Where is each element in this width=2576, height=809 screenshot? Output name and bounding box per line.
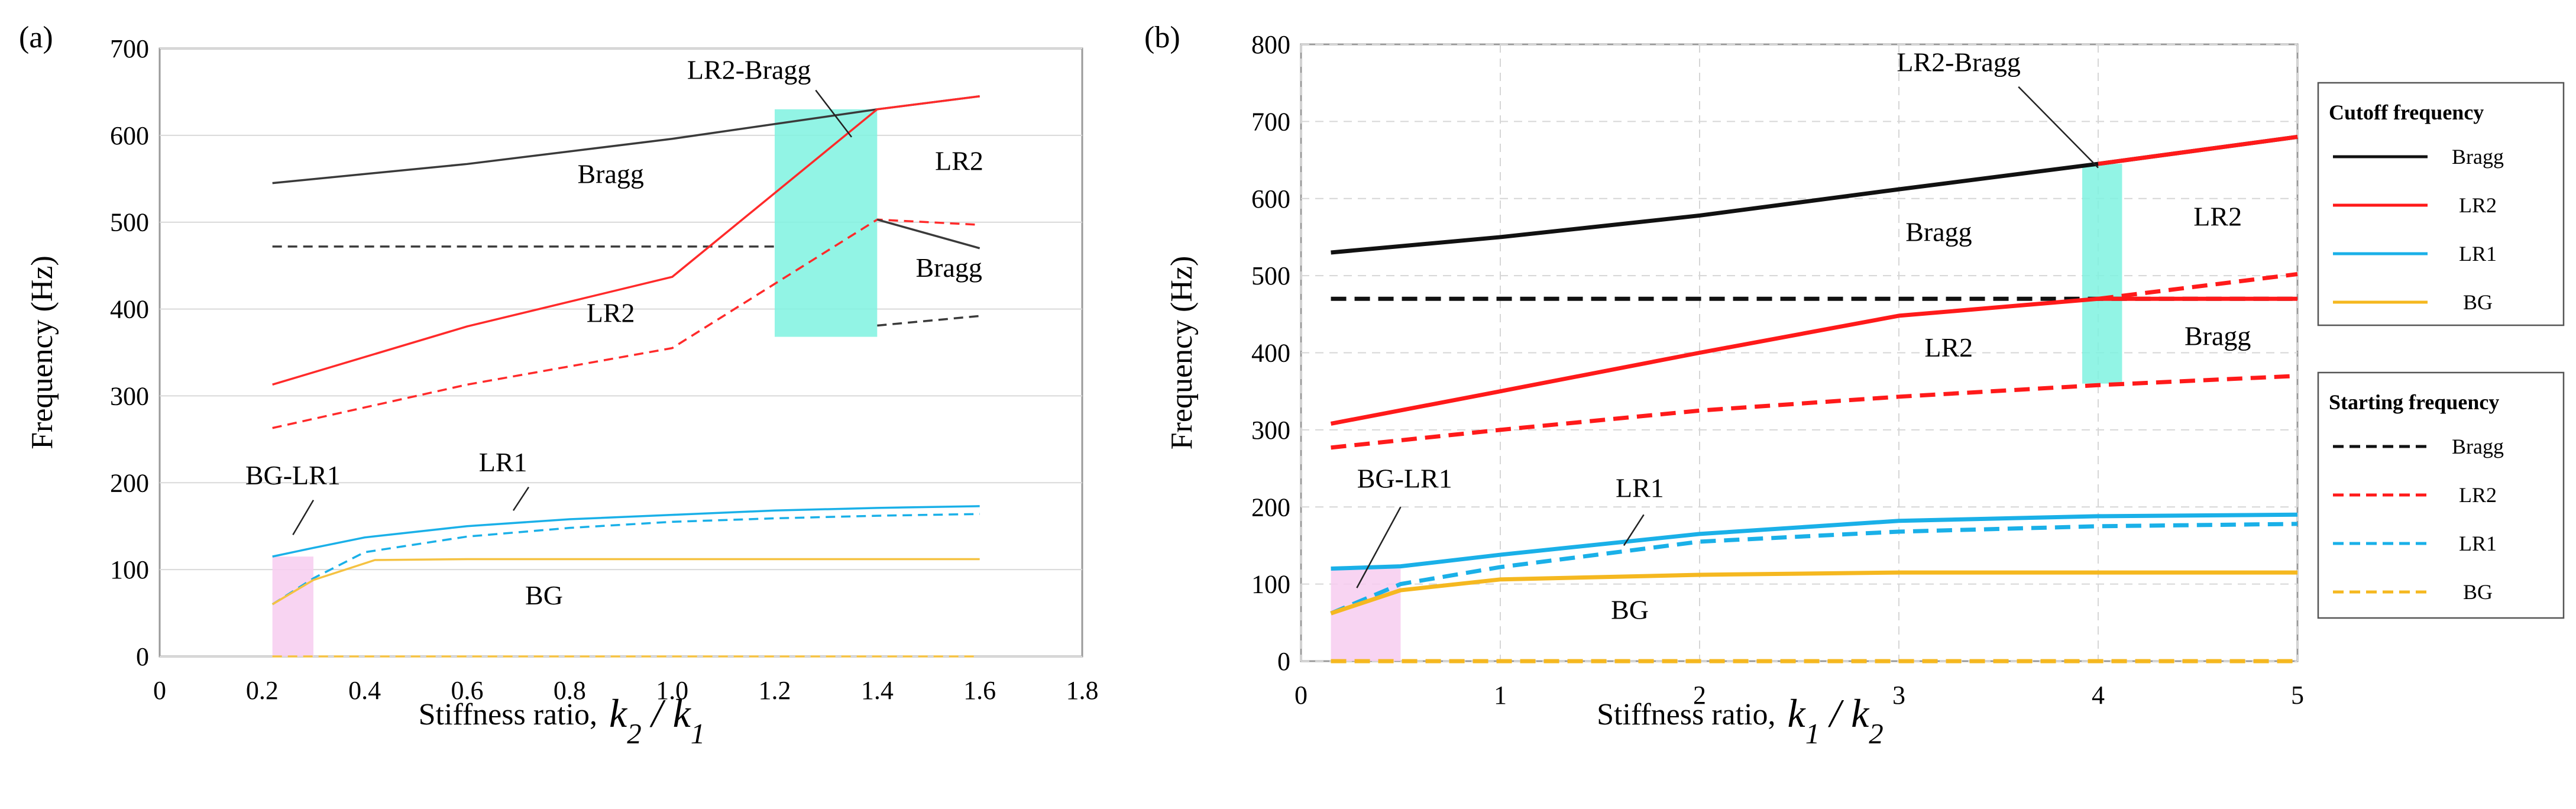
annotation-label: LR2 bbox=[587, 298, 635, 328]
annotation-label: LR2 bbox=[2193, 201, 2242, 231]
panel-label: (a) bbox=[19, 21, 53, 54]
x-tick-label: 0.4 bbox=[348, 676, 381, 705]
y-axis-title: Frequency (Hz) bbox=[25, 255, 59, 449]
series-line-bragg-cutoff bbox=[1331, 134, 2298, 255]
annotation-label: Bragg bbox=[2185, 321, 2251, 351]
legend-box: Starting frequency Bragg LR2 LR1 BG bbox=[2317, 371, 2565, 619]
callout-leader bbox=[2018, 86, 2099, 169]
shaded-region-lr2-bragg bbox=[2082, 164, 2122, 384]
legend-box: Cutoff frequency Bragg LR2 LR1 BG bbox=[2317, 82, 2565, 326]
callout-leader bbox=[292, 500, 315, 536]
x-tick-label: 2 bbox=[1693, 681, 1706, 710]
y-tick-label: 500 bbox=[1251, 261, 1290, 290]
x-tick-label: 1.8 bbox=[1066, 676, 1099, 705]
legend-title: Cutoff frequency bbox=[2329, 101, 2484, 124]
panel-label: (b) bbox=[1144, 21, 1180, 54]
annotation-label: BG bbox=[525, 580, 563, 610]
legend-entry-label: BG bbox=[2463, 580, 2493, 604]
y-tick-label: 500 bbox=[110, 208, 149, 237]
y-tick-label: 700 bbox=[110, 34, 149, 63]
series-line-lr1-cutoff bbox=[272, 505, 980, 558]
callout-leader bbox=[1356, 506, 1402, 588]
chart-panel-a: 0 100 200 300 400 500 600 700 0 0.2 0.4 0.6 0.8 1.0 1.… bbox=[19, 21, 1099, 732]
annotation-label: LR2 bbox=[935, 146, 983, 176]
y-tick-label: 400 bbox=[1251, 339, 1290, 368]
legend-entry-label: Bragg bbox=[2452, 145, 2504, 169]
series-line-lr2-starting bbox=[272, 218, 980, 429]
legend-entry-label: BG bbox=[2463, 290, 2493, 314]
series-line-lr1-cutoff bbox=[1331, 512, 2298, 571]
x-axis-ratio: k1 / k2 bbox=[1788, 691, 1884, 750]
legend-entry-label: LR1 bbox=[2459, 242, 2497, 266]
y-tick-label: 0 bbox=[1277, 647, 1290, 676]
x-axis-title: Stiffness ratio, bbox=[419, 698, 597, 732]
annotation-label: Bragg bbox=[1905, 216, 1972, 247]
series-line-bragg-starting-upper bbox=[877, 315, 980, 327]
series-line-lr2-cutoff bbox=[1330, 296, 2297, 426]
y-tick-label: 0 bbox=[136, 642, 149, 671]
y-tick-label: 300 bbox=[1251, 416, 1290, 445]
x-tick-label: 1.2 bbox=[759, 676, 791, 705]
legend-entry-label: LR2 bbox=[2459, 193, 2497, 217]
series-line-lr2-cutoff bbox=[272, 95, 980, 386]
y-tick-label: 200 bbox=[110, 468, 149, 497]
shaded-region-bg-lr1 bbox=[272, 556, 313, 656]
y-tick-label: 100 bbox=[1251, 570, 1290, 599]
x-tick-label: 0.8 bbox=[554, 676, 586, 705]
x-tick-label: 5 bbox=[2291, 681, 2304, 710]
y-tick-label: 600 bbox=[110, 121, 149, 150]
y-tick-label: 600 bbox=[1251, 185, 1290, 213]
annotation-label: LR2-Bragg bbox=[1897, 47, 2021, 77]
x-axis-ratio: k2 / k1 bbox=[609, 691, 705, 750]
series-line-lr2-starting bbox=[1331, 374, 2298, 450]
callout-leader bbox=[815, 89, 852, 138]
series-line-lr2-starting-upper bbox=[2098, 272, 2298, 301]
x-tick-label: 0 bbox=[153, 676, 166, 705]
x-tick-label: 1.4 bbox=[861, 676, 894, 705]
series-line-bragg-cutoff-upper bbox=[2098, 134, 2298, 166]
x-tick-label: 1.6 bbox=[963, 676, 996, 705]
annotation-label: BG-LR1 bbox=[245, 460, 341, 490]
callout-leader bbox=[512, 486, 530, 511]
series-line-bragg-cutoff-upper bbox=[876, 218, 980, 250]
x-tick-label: 0 bbox=[1295, 681, 1308, 710]
y-axis-title: Frequency (Hz) bbox=[1165, 256, 1199, 450]
legend-entry-label: LR1 bbox=[2459, 532, 2497, 555]
annotation-label: BG-LR1 bbox=[1357, 464, 1452, 494]
annotation-label: LR2 bbox=[1924, 332, 1973, 363]
chart-panel-b: 0 100 200 300 400 500 600 700 800 0 1 2 3 4 5 LR2-Bragg… bbox=[1144, 21, 2565, 732]
x-tick-label: 1.0 bbox=[656, 676, 688, 705]
annotation-label: Bragg bbox=[915, 253, 982, 283]
annotation-label: LR1 bbox=[479, 447, 528, 477]
x-tick-label: 1 bbox=[1494, 681, 1507, 710]
legend-entry-label: Bragg bbox=[2452, 435, 2504, 458]
annotation-label: BG bbox=[1611, 594, 1649, 624]
series-line-bg-cutoff bbox=[1330, 570, 2297, 616]
annotation-label: LR2-Bragg bbox=[687, 54, 811, 85]
series-line-bg-cutoff bbox=[271, 558, 980, 606]
y-tick-label: 200 bbox=[1251, 493, 1290, 522]
x-tick-label: 3 bbox=[1892, 681, 1905, 710]
x-tick-label: 0.6 bbox=[451, 676, 484, 705]
y-tick-label: 800 bbox=[1251, 30, 1290, 59]
legend-entry-label: LR2 bbox=[2459, 483, 2497, 507]
annotation-label: Bragg bbox=[577, 159, 643, 189]
x-tick-label: 4 bbox=[2092, 681, 2105, 710]
annotation-label: LR1 bbox=[1616, 473, 1664, 503]
y-tick-label: 400 bbox=[110, 295, 149, 324]
x-axis-title: Stiffness ratio, bbox=[1597, 698, 1775, 732]
shaded-region-lr2-bragg bbox=[775, 109, 878, 337]
legend-title: Starting frequency bbox=[2329, 390, 2499, 414]
series-line-lr1-starting bbox=[271, 513, 980, 606]
series-line-lr1-starting bbox=[1330, 522, 2298, 616]
y-tick-label: 700 bbox=[1251, 107, 1290, 136]
callout-leader bbox=[1623, 514, 1645, 546]
shaded-region-bg-lr1 bbox=[1331, 568, 1401, 661]
y-tick-label: 300 bbox=[110, 381, 149, 410]
y-tick-label: 100 bbox=[110, 555, 149, 584]
x-tick-label: 0.2 bbox=[246, 676, 279, 705]
